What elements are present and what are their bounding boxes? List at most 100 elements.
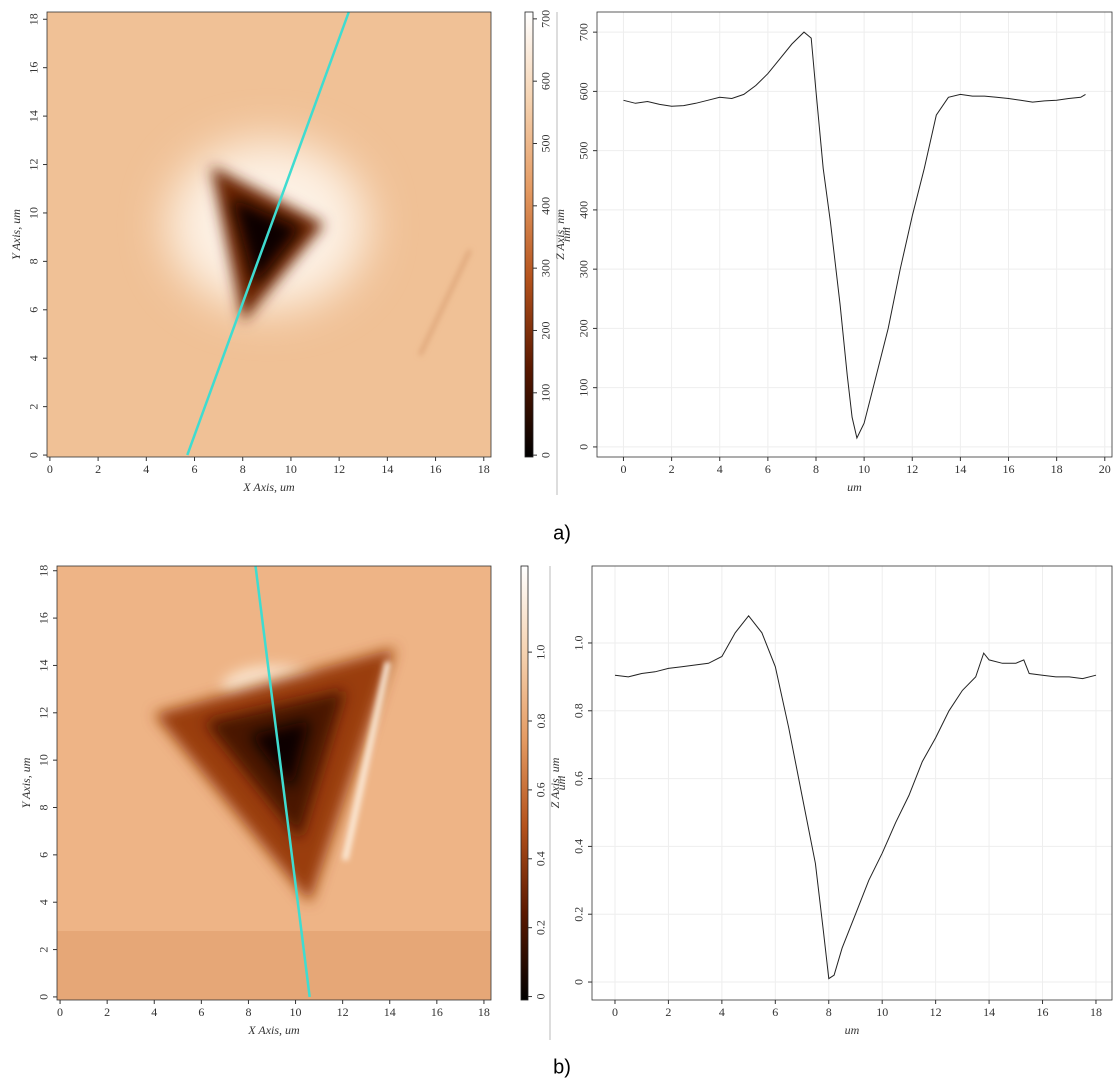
y-tick-label: 6 (27, 307, 41, 313)
y-tick-label: 10 (27, 207, 41, 219)
x-tick-label: 12 (930, 1005, 942, 1019)
x-tick-label: 10 (285, 462, 297, 476)
caption: a) (553, 522, 571, 544)
y-tick-label: 1.0 (534, 645, 548, 660)
y-tick-label: 700 (577, 23, 591, 41)
y-tick-label: 100 (539, 384, 553, 402)
y-tick-label: 1.0 (572, 635, 586, 650)
x-axis-label: um (845, 1023, 860, 1037)
colorbar (524, 11, 534, 458)
x-tick-label: 8 (826, 1005, 832, 1019)
x-tick-label: 0 (612, 1005, 618, 1019)
x-tick-label: 6 (765, 462, 771, 476)
afm-image-b (57, 566, 491, 1000)
y-tick-label: 8 (37, 805, 51, 811)
x-tick-label: 18 (1051, 462, 1063, 476)
plot-frame (46, 11, 492, 458)
x-tick-label: 16 (430, 462, 442, 476)
x-tick-label: 8 (240, 462, 246, 476)
x-tick-label: 18 (478, 462, 490, 476)
y-tick-label: 100 (577, 379, 591, 397)
y-tick-label: 0 (37, 994, 51, 1000)
y-tick-label: 18 (37, 565, 51, 577)
y-tick-label: 12 (27, 159, 41, 171)
plot-frame (56, 565, 492, 1001)
x-tick-label: 8 (245, 1005, 251, 1019)
x-tick-label: 16 (1003, 462, 1015, 476)
x-tick-label: 4 (717, 462, 723, 476)
x-tick-label: 12 (337, 1005, 349, 1019)
x-tick-label: 16 (431, 1005, 443, 1019)
y-tick-label: 12 (37, 707, 51, 719)
y-tick-label: 200 (539, 321, 553, 339)
y-tick-label: 200 (577, 319, 591, 337)
y-tick-label: 0 (572, 979, 586, 985)
y-axis-label: Y Axis, um (9, 209, 23, 260)
x-tick-label: 14 (954, 462, 966, 476)
x-tick-label: 2 (104, 1005, 110, 1019)
caption: b) (553, 1056, 571, 1078)
x-tick-label: 18 (1090, 1005, 1102, 1019)
y-tick-label: 0.6 (572, 771, 586, 786)
x-tick-label: 4 (151, 1005, 157, 1019)
plot-frame (596, 11, 1113, 458)
y-tick-label: 600 (539, 72, 553, 90)
y-tick-label: 0 (27, 452, 41, 458)
y-tick-label: 0.2 (572, 907, 586, 922)
y-tick-label: 10 (37, 754, 51, 766)
x-tick-label: 8 (813, 462, 819, 476)
x-tick-label: 14 (384, 1005, 396, 1019)
y-tick-label: 6 (37, 852, 51, 858)
x-tick-label: 10 (858, 462, 870, 476)
y-tick-label: 0.8 (572, 703, 586, 718)
x-axis-label: um (847, 480, 862, 494)
x-tick-label: 0 (620, 462, 626, 476)
y-tick-label: 300 (539, 259, 553, 277)
y-tick-label: 14 (37, 659, 51, 671)
x-tick-label: 12 (333, 462, 345, 476)
y-tick-label: 0 (539, 452, 553, 458)
x-tick-label: 14 (381, 462, 393, 476)
y-tick-label: 0.4 (572, 839, 586, 854)
y-tick-label: 600 (577, 82, 591, 100)
plot-frame (591, 565, 1113, 1001)
y-tick-label: 0.4 (534, 851, 548, 866)
y-tick-label: 16 (27, 62, 41, 74)
afm-image-a (47, 12, 491, 457)
x-tick-label: 6 (198, 1005, 204, 1019)
y-tick-label: 700 (539, 10, 553, 28)
x-tick-label: 2 (669, 462, 675, 476)
x-tick-label: 4 (143, 462, 149, 476)
x-tick-label: 6 (772, 1005, 778, 1019)
y-tick-label: 18 (27, 13, 41, 25)
y-tick-label: 0.2 (534, 920, 548, 935)
x-tick-label: 10 (876, 1005, 888, 1019)
y-axis-label: nm (559, 227, 573, 242)
y-tick-label: 500 (577, 142, 591, 160)
x-tick-label: 2 (95, 462, 101, 476)
colorbar (520, 565, 529, 1001)
y-tick-label: 14 (27, 110, 41, 122)
x-tick-label: 4 (719, 1005, 725, 1019)
profile-line (254, 565, 311, 998)
y-tick-label: 16 (37, 612, 51, 624)
y-tick-label: 8 (27, 258, 41, 264)
x-tick-label: 14 (983, 1005, 995, 1019)
x-tick-label: 0 (47, 462, 53, 476)
y-tick-label: 0.6 (534, 782, 548, 797)
y-tick-label: 4 (27, 355, 41, 361)
y-tick-label: 0 (577, 444, 591, 450)
x-tick-label: 10 (290, 1005, 302, 1019)
profile-line (186, 11, 350, 456)
x-tick-label: 20 (1099, 462, 1111, 476)
x-tick-label: 6 (192, 462, 198, 476)
x-tick-label: 12 (906, 462, 918, 476)
y-tick-label: 4 (37, 899, 51, 905)
x-tick-label: 18 (478, 1005, 490, 1019)
x-tick-label: 2 (665, 1005, 671, 1019)
y-axis-label: Y Axis, um (19, 757, 33, 808)
y-tick-label: 0.8 (534, 714, 548, 729)
x-axis-label: X Axis, um (242, 480, 295, 494)
profile-curve (623, 31, 1086, 440)
